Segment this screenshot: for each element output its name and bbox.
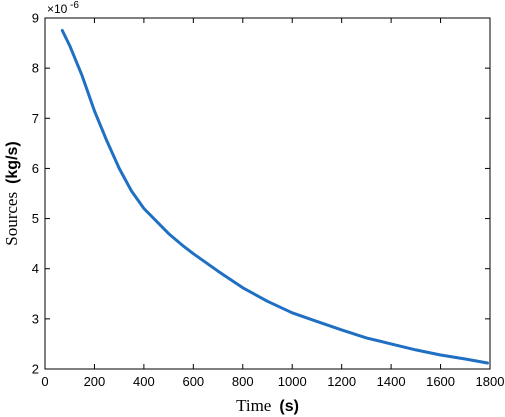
y-tick-label: 5 [32,211,39,226]
x-tick-label: 1600 [426,374,455,389]
series-layer [60,29,489,365]
y-axis-exponent: -6 [70,0,79,11]
ticks: 0 200 400 600 800 1000 1200 1400 1600 1800 2 3 4 5 6 7 8… [32,11,505,390]
y-axis-multiplier: ×10 [47,2,68,16]
y-tick-label: 9 [32,11,39,26]
x-tick-label: 1800 [476,374,505,389]
series-line [60,29,489,365]
axes [44,17,491,370]
y-tick-label: 3 [32,311,39,326]
y-tick-label: 6 [32,161,39,176]
x-tick-label: 600 [182,374,204,389]
y-axis-label-text: Sources [2,192,21,246]
x-tick-label: 1400 [377,374,406,389]
x-tick-label: 0 [41,374,48,389]
x-axis-label-unit: (s) [279,398,299,415]
y-axis-label: Sources (kg/s) [2,141,21,246]
x-tick-label: 800 [232,374,254,389]
y-tick-label: 7 [32,111,39,126]
y-axis-label-unit: (kg/s) [4,141,21,184]
x-tick-label: 1200 [327,374,356,389]
x-axis-label: Time (s) [236,396,299,415]
x-tick-label: 1000 [278,374,307,389]
x-tick-label: 200 [84,374,106,389]
plot-frame [44,17,491,370]
y-tick-label: 8 [32,61,39,76]
x-tick-label: 400 [133,374,155,389]
y-tick-label: 4 [32,261,39,276]
y-tick-label: 2 [32,362,39,377]
x-axis-label-text: Time [236,396,271,415]
